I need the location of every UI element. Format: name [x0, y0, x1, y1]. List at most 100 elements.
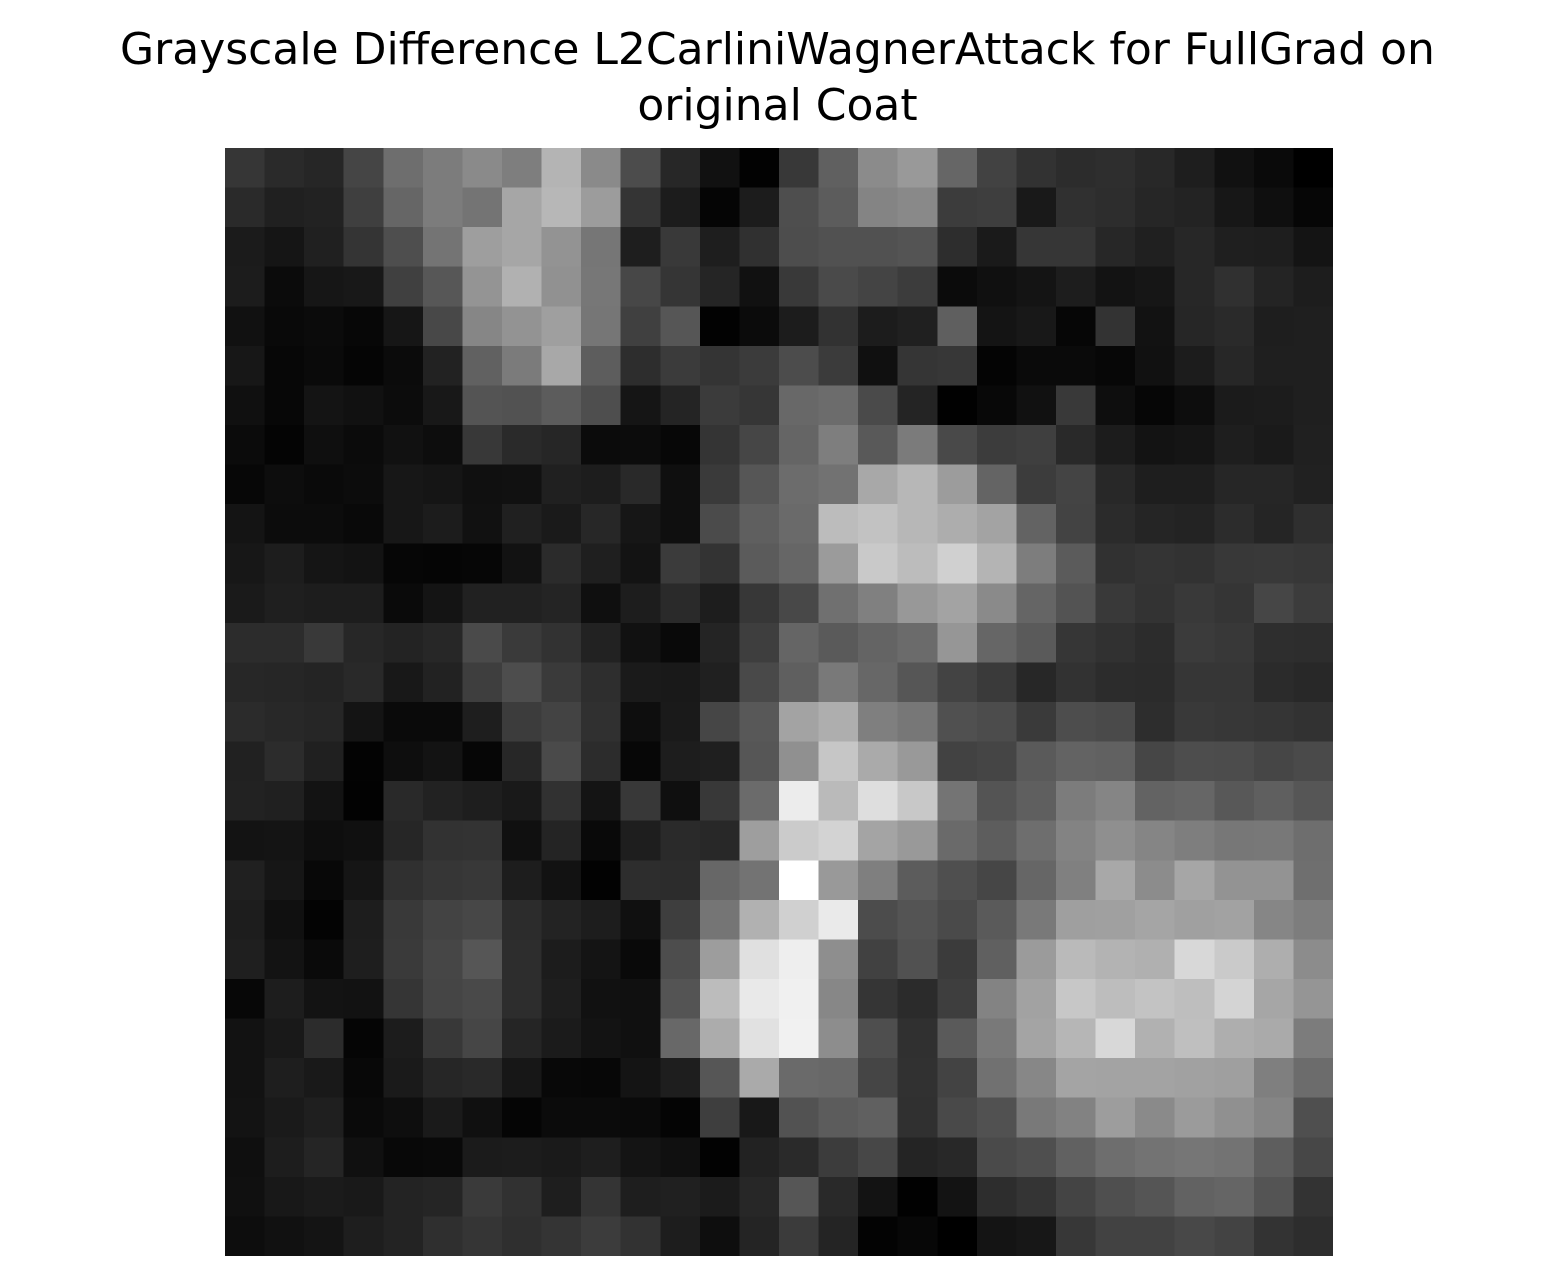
- heatmap-cell-r18-c20: [1016, 860, 1057, 901]
- heatmap-cell-r16-c4: [383, 781, 424, 822]
- heatmap-cell-r24-c8: [541, 1097, 582, 1138]
- heatmap-cell-r14-c14: [779, 702, 820, 743]
- heatmap-cell-r8-c27: [1293, 464, 1333, 505]
- heatmap-cell-r25-c26: [1253, 1137, 1295, 1178]
- heatmap-cell-r24-c17: [897, 1097, 938, 1138]
- heatmap-cell-r17-c6: [462, 820, 503, 861]
- heatmap-cell-r17-c7: [502, 820, 543, 861]
- heatmap-cell-r3-c0: [225, 266, 266, 307]
- heatmap-cell-r10-c12: [699, 543, 741, 584]
- heatmap-cell-r14-c12: [699, 702, 741, 743]
- heatmap-cell-r25-c20: [1016, 1137, 1057, 1178]
- heatmap-cell-r16-c21: [1056, 781, 1097, 822]
- heatmap-cell-r14-c23: [1135, 702, 1176, 743]
- heatmap-cell-r3-c23: [1135, 266, 1176, 307]
- heatmap-cell-r22-c2: [304, 1018, 345, 1059]
- heatmap-cell-r10-c10: [620, 543, 661, 584]
- heatmap-cell-r20-c14: [779, 939, 820, 980]
- heatmap-cell-r12-c2: [304, 622, 345, 664]
- heatmap-cell-r6-c26: [1253, 385, 1295, 426]
- heatmap-cell-r13-c25: [1214, 662, 1255, 703]
- heatmap-cell-r7-c18: [937, 425, 978, 466]
- heatmap-cell-r1-c19: [976, 187, 1018, 228]
- heatmap-cell-r8-c0: [225, 464, 266, 505]
- heatmap-cell-r25-c9: [581, 1137, 622, 1178]
- heatmap-cell-r7-c4: [383, 425, 424, 466]
- heatmap-cell-r25-c5: [422, 1137, 464, 1178]
- heatmap-cell-r19-c17: [897, 899, 938, 941]
- heatmap-cell-r9-c21: [1056, 504, 1097, 545]
- heatmap-cell-r20-c24: [1174, 939, 1215, 980]
- heatmap-cell-r0-c19: [976, 148, 1018, 189]
- heatmap-cell-r24-c11: [660, 1097, 701, 1138]
- heatmap-cell-r27-c18: [937, 1216, 978, 1256]
- heatmap-cell-r15-c14: [779, 741, 820, 782]
- heatmap-cell-r5-c9: [581, 345, 622, 387]
- heatmap-cell-r16-c12: [699, 781, 741, 822]
- heatmap-cell-r7-c22: [1095, 425, 1136, 466]
- heatmap-cell-r3-c24: [1174, 266, 1215, 307]
- heatmap-cell-r19-c8: [541, 899, 582, 941]
- heatmap-cell-r17-c3: [343, 820, 384, 861]
- heatmap-cell-r11-c15: [818, 583, 859, 624]
- heatmap-cell-r4-c14: [779, 306, 820, 347]
- heatmap-cell-r9-c5: [422, 504, 464, 545]
- heatmap-cell-r26-c1: [264, 1176, 305, 1218]
- heatmap-cell-r22-c22: [1095, 1018, 1136, 1059]
- heatmap-cell-r1-c12: [699, 187, 741, 228]
- heatmap-cell-r12-c0: [225, 622, 266, 664]
- heatmap-cell-r4-c16: [858, 306, 899, 347]
- heatmap-cell-r9-c25: [1214, 504, 1255, 545]
- heatmap-cell-r6-c11: [660, 385, 701, 426]
- heatmap-cell-r19-c22: [1095, 899, 1136, 941]
- heatmap-cell-r6-c21: [1056, 385, 1097, 426]
- heatmap-cell-r2-c18: [937, 227, 978, 268]
- heatmap-cell-r18-c4: [383, 860, 424, 901]
- heatmap-cell-r7-c0: [225, 425, 266, 466]
- heatmap-cell-r25-c4: [383, 1137, 424, 1178]
- heatmap-cell-r0-c20: [1016, 148, 1057, 189]
- heatmap-cell-r1-c4: [383, 187, 424, 228]
- heatmap-cell-r8-c7: [502, 464, 543, 505]
- heatmap-cell-r1-c23: [1135, 187, 1176, 228]
- heatmap-cell-r24-c21: [1056, 1097, 1097, 1138]
- heatmap-cell-r7-c6: [462, 425, 503, 466]
- heatmap-cell-r13-c24: [1174, 662, 1215, 703]
- heatmap-cell-r20-c25: [1214, 939, 1255, 980]
- heatmap-cell-r18-c8: [541, 860, 582, 901]
- heatmap-cell-r26-c17: [897, 1176, 938, 1218]
- heatmap-cell-r15-c13: [739, 741, 780, 782]
- heatmap-cell-r6-c15: [818, 385, 859, 426]
- heatmap-cell-r10-c27: [1293, 543, 1333, 584]
- heatmap-cell-r20-c3: [343, 939, 384, 980]
- heatmap-cell-r10-c19: [976, 543, 1018, 584]
- heatmap-cell-r19-c11: [660, 899, 701, 941]
- heatmap-cell-r20-c11: [660, 939, 701, 980]
- heatmap-cell-r25-c3: [343, 1137, 384, 1178]
- heatmap-cell-r23-c0: [225, 1058, 266, 1099]
- heatmap-cell-r24-c16: [858, 1097, 899, 1138]
- heatmap-cell-r2-c10: [620, 227, 661, 268]
- heatmap-cell-r19-c9: [581, 899, 622, 941]
- heatmap-cell-r5-c4: [383, 345, 424, 387]
- heatmap-cell-r14-c18: [937, 702, 978, 743]
- heatmap-cell-r11-c3: [343, 583, 384, 624]
- heatmap-cell-r8-c25: [1214, 464, 1255, 505]
- heatmap-cell-r16-c8: [541, 781, 582, 822]
- heatmap-cell-r15-c25: [1214, 741, 1255, 782]
- heatmap-cell-r6-c9: [581, 385, 622, 426]
- heatmap-cell-r6-c6: [462, 385, 503, 426]
- heatmap-cell-r9-c0: [225, 504, 266, 545]
- heatmap-cell-r13-c12: [699, 662, 741, 703]
- heatmap-cell-r21-c8: [541, 979, 582, 1020]
- heatmap-cell-r15-c21: [1056, 741, 1097, 782]
- heatmap-cell-r27-c4: [383, 1216, 424, 1256]
- heatmap-cell-r1-c24: [1174, 187, 1215, 228]
- heatmap-cell-r7-c16: [858, 425, 899, 466]
- heatmap-cell-r27-c27: [1293, 1216, 1333, 1256]
- heatmap-cell-r14-c11: [660, 702, 701, 743]
- heatmap-cell-r10-c22: [1095, 543, 1136, 584]
- heatmap-cell-r1-c8: [541, 187, 582, 228]
- heatmap-cell-r14-c2: [304, 702, 345, 743]
- heatmap-cell-r21-c24: [1174, 979, 1215, 1020]
